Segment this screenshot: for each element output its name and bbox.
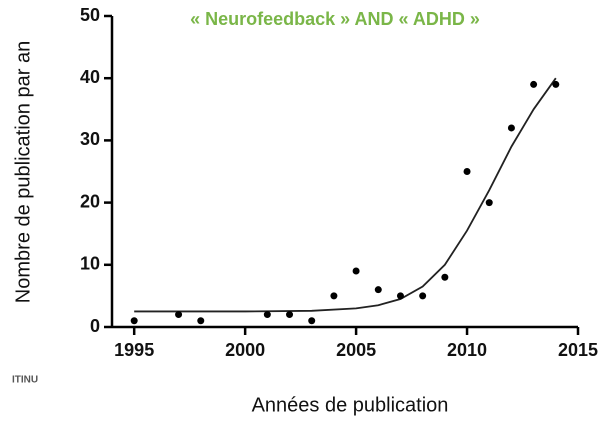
y-axis-label: Nombre de publication par an (12, 41, 34, 303)
x-axis-label: Années de publication (252, 394, 449, 416)
data-point (263, 311, 271, 319)
x-tick-label: 1995 (114, 340, 154, 360)
data-point (552, 80, 560, 88)
data-point (286, 311, 294, 319)
data-point (130, 317, 138, 325)
data-point (197, 317, 205, 325)
x-tick-label: 2000 (225, 340, 265, 360)
data-point (419, 292, 427, 300)
data-point (485, 199, 493, 207)
x-tick-label: 2005 (336, 340, 376, 360)
chart-title: « Neurofeedback » AND « ADHD » (190, 9, 480, 29)
y-tick-label: 40 (80, 67, 100, 87)
fit-curve (134, 77, 557, 313)
data-point (507, 124, 515, 132)
data-point (308, 317, 316, 325)
data-point (352, 267, 360, 275)
data-point (463, 168, 471, 175)
x-tick-label: 2010 (447, 340, 487, 360)
data-point (441, 273, 449, 281)
data-point (175, 311, 183, 319)
y-tick-label: 30 (80, 129, 100, 149)
data-point (396, 292, 404, 300)
data-point (374, 286, 382, 294)
x-tick-label: 2015 (558, 340, 598, 360)
y-tick-label: 10 (80, 254, 100, 274)
data-point (530, 80, 538, 88)
annotation: ITINU (12, 375, 38, 386)
y-tick-label: 20 (80, 191, 100, 211)
y-tick-label: 50 (80, 5, 100, 25)
y-tick-label: 0 (90, 316, 100, 336)
data-point (330, 292, 338, 300)
